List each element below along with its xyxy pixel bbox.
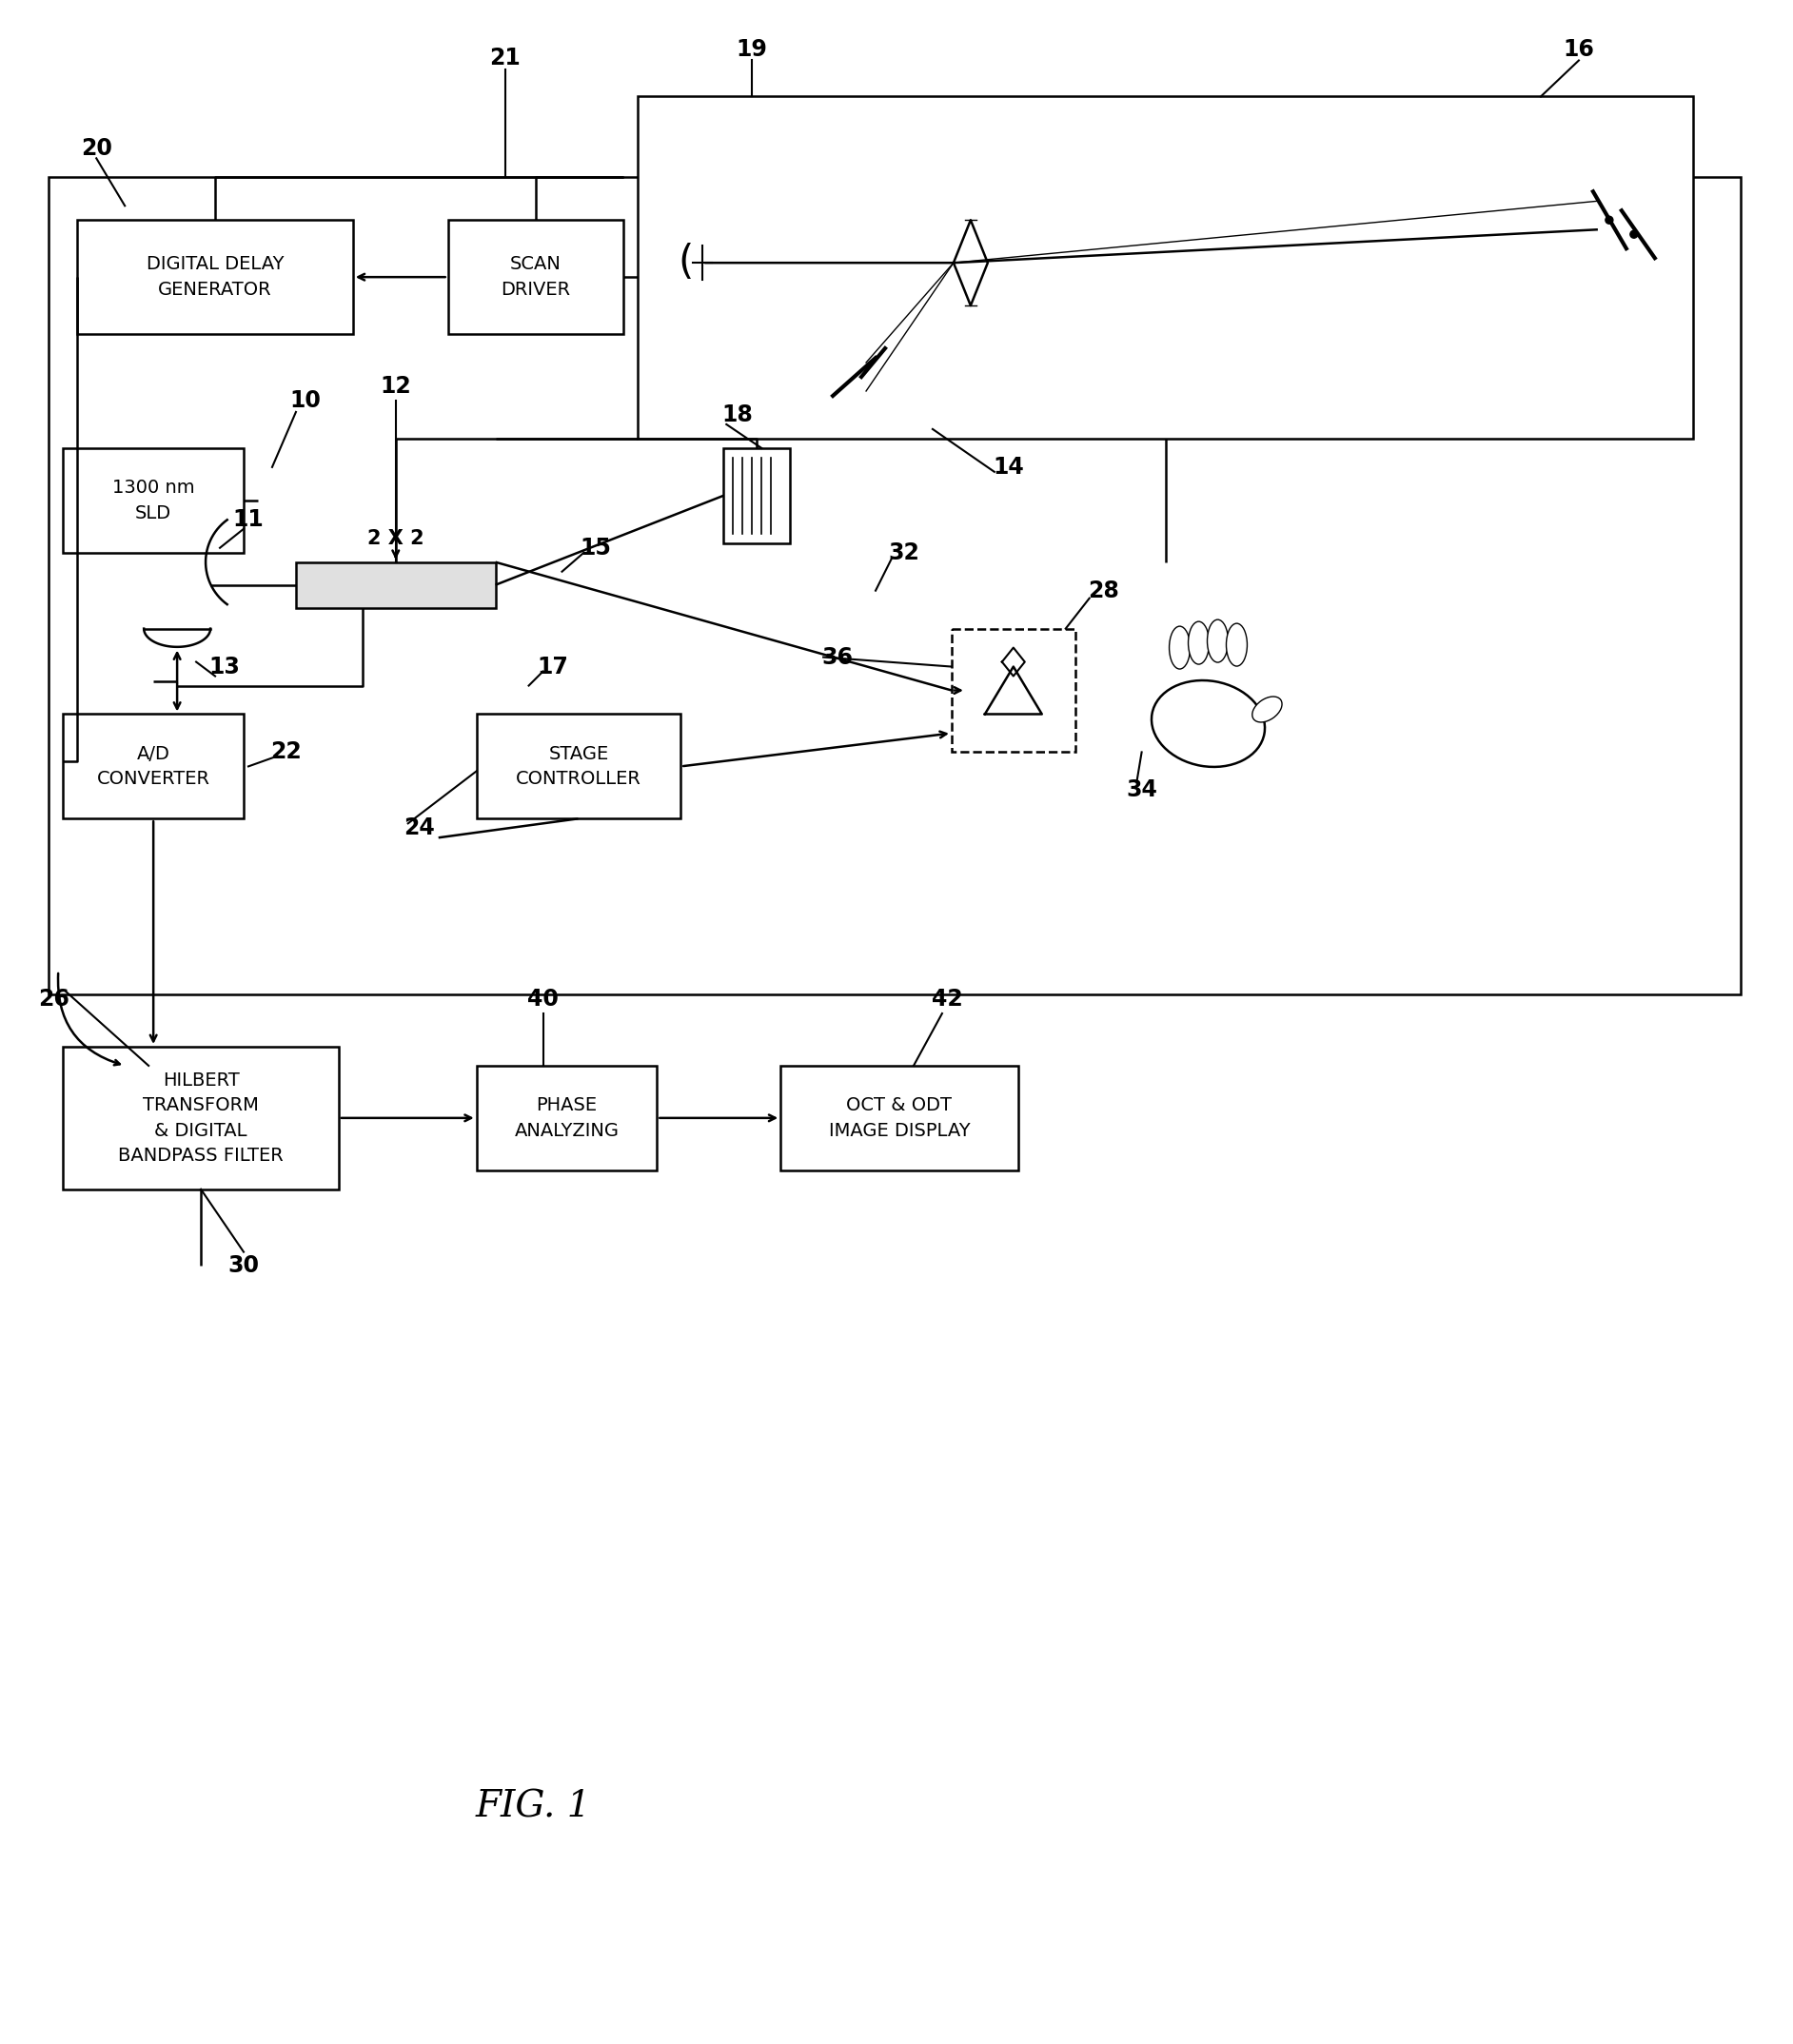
Text: 22: 22 — [271, 740, 301, 764]
Text: 26: 26 — [38, 987, 70, 1010]
Text: 30: 30 — [228, 1253, 260, 1278]
Bar — [448, 221, 624, 333]
Bar — [952, 630, 1076, 752]
Bar — [63, 713, 244, 820]
Circle shape — [1605, 217, 1614, 225]
Text: 12: 12 — [380, 374, 411, 399]
Text: 32: 32 — [889, 542, 920, 564]
Text: OCT & ODT
IMAGE DISPLAY: OCT & ODT IMAGE DISPLAY — [828, 1096, 970, 1141]
Text: 15: 15 — [579, 536, 611, 560]
Text: A/D
CONVERTER: A/D CONVERTER — [97, 744, 210, 789]
Text: 13: 13 — [210, 656, 240, 679]
Text: 18: 18 — [723, 403, 753, 427]
Text: 11: 11 — [233, 509, 264, 531]
Circle shape — [1630, 231, 1637, 237]
Text: 14: 14 — [993, 456, 1024, 478]
Text: 10: 10 — [290, 388, 321, 413]
Bar — [63, 448, 244, 552]
Ellipse shape — [1252, 697, 1282, 722]
Bar — [477, 713, 681, 820]
Text: 21: 21 — [489, 47, 520, 69]
Text: 36: 36 — [821, 646, 853, 668]
Text: 20: 20 — [81, 137, 111, 159]
Text: DIGITAL DELAY
GENERATOR: DIGITAL DELAY GENERATOR — [147, 256, 283, 298]
Bar — [780, 1065, 1018, 1171]
Text: 17: 17 — [536, 656, 568, 679]
Bar — [48, 178, 1741, 995]
Text: 19: 19 — [737, 37, 767, 61]
Text: HILBERT
TRANSFORM
& DIGITAL
BANDPASS FILTER: HILBERT TRANSFORM & DIGITAL BANDPASS FIL… — [118, 1071, 283, 1165]
Text: 24: 24 — [403, 818, 436, 840]
Text: 34: 34 — [1126, 779, 1156, 801]
Bar — [477, 1065, 656, 1171]
Text: (: ( — [678, 243, 694, 282]
Text: 40: 40 — [527, 987, 559, 1010]
Text: 1300 nm
SLD: 1300 nm SLD — [113, 478, 195, 521]
Bar — [724, 448, 791, 544]
Bar — [296, 562, 495, 607]
Text: 42: 42 — [931, 987, 963, 1010]
Text: 2 X 2: 2 X 2 — [368, 529, 425, 548]
Text: SCAN
DRIVER: SCAN DRIVER — [500, 256, 570, 298]
Text: PHASE
ANALYZING: PHASE ANALYZING — [515, 1096, 619, 1141]
Text: STAGE
CONTROLLER: STAGE CONTROLLER — [516, 744, 642, 789]
Text: FIG. 1: FIG. 1 — [475, 1788, 592, 1825]
Bar — [77, 221, 353, 333]
Text: 28: 28 — [1088, 578, 1119, 603]
Bar — [638, 96, 1693, 439]
Ellipse shape — [1189, 621, 1208, 664]
Ellipse shape — [1207, 619, 1228, 662]
Ellipse shape — [1169, 625, 1191, 668]
Text: 16: 16 — [1563, 37, 1594, 61]
Ellipse shape — [1226, 623, 1248, 666]
Ellipse shape — [1151, 681, 1264, 766]
Bar — [63, 1047, 339, 1190]
